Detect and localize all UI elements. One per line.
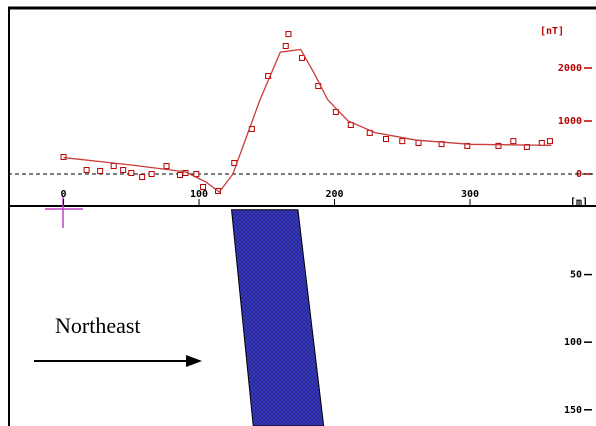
data-point: [399, 138, 406, 145]
data-point: [120, 167, 127, 174]
data-point: [495, 142, 502, 149]
data-point: [332, 108, 339, 115]
data-point: [299, 54, 305, 61]
x-tick-label: 100: [190, 189, 208, 200]
data-point: [282, 43, 289, 50]
annotation: Northeast: [55, 313, 141, 338]
unit-label: [nT]: [540, 26, 564, 37]
y-tick-label: 2000: [558, 63, 582, 74]
dike-body: [230, 209, 325, 426]
data-point: [83, 167, 90, 174]
arrow-head: [186, 355, 202, 367]
data-point: [200, 183, 207, 190]
x-tick-label: 300: [461, 189, 479, 200]
data-point: [285, 31, 292, 38]
data-point: [546, 138, 553, 145]
data-point: [415, 139, 422, 146]
data-point: [60, 154, 67, 161]
data-point: [139, 174, 146, 181]
depth-tick-label: 100: [564, 337, 582, 348]
depth-tick-label: 50: [570, 270, 582, 281]
data-point: [383, 136, 389, 143]
data-point: [97, 167, 104, 174]
y-tick-label: 1000: [558, 116, 582, 127]
data-point: [193, 170, 200, 177]
x-tick-label: 0: [61, 189, 67, 200]
data-point: [177, 172, 184, 179]
data-point: [510, 138, 517, 145]
data-point: [128, 169, 135, 176]
data-point: [163, 163, 170, 170]
data-point: [148, 170, 155, 177]
x-tick-label: 200: [325, 189, 343, 200]
data-point: [110, 163, 117, 170]
x-unit-label: [m]: [570, 197, 588, 208]
fit-line: [63, 48, 552, 193]
depth-tick-label: 150: [564, 405, 582, 416]
data-point: [464, 142, 471, 149]
